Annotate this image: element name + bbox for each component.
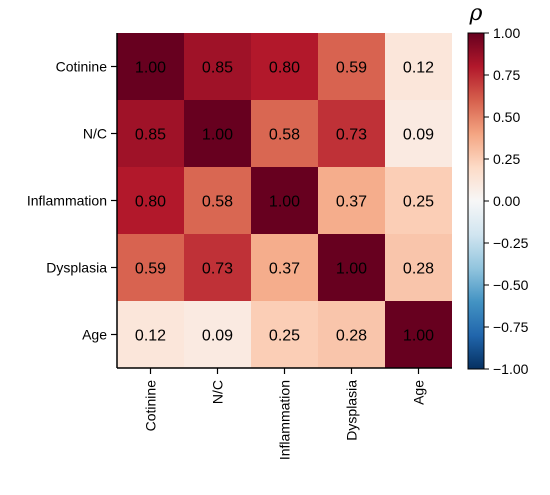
heatmap-cell-3-2: [251, 234, 318, 301]
colorbar: 1.00 0.75 0.50 0.25 0.00 −0.25 −0.50 −0.75 −1.00…: [467, 1, 529, 377]
heatmap-cell-label-0-0: 1.00: [135, 60, 166, 77]
heatmap-cell-0-2: [251, 33, 318, 100]
heatmap-cell-1-3: [318, 100, 385, 167]
heatmap-cell-label-3-0: 0.59: [135, 261, 166, 278]
heatmap-cells: [117, 33, 452, 368]
colorbar-gradient: [467, 32, 485, 370]
heatmap-cell-label-2-3: 0.37: [336, 194, 367, 211]
y-tick-label-4: Age: [82, 327, 107, 343]
heatmap-cell-label-1-4: 0.09: [403, 127, 434, 144]
x-tick-label-3: Dysplasia: [344, 380, 360, 441]
colorbar-tick-label-0: 1.00: [493, 25, 520, 41]
x-tick-label-0: Cotinine: [143, 380, 159, 432]
heatmap-cell-4-0: [117, 301, 184, 368]
heatmap-cell-0-1: [184, 33, 251, 100]
y-tick-label-3: Dysplasia: [46, 260, 107, 276]
colorbar-tick-label-6: −0.50: [493, 277, 529, 293]
heatmap-cell-label-2-2: 1.00: [269, 194, 300, 211]
heatmap-cell-label-0-4: 0.12: [403, 60, 434, 77]
heatmap-cell-label-0-2: 0.80: [269, 60, 300, 77]
heatmap-cell-label-3-1: 0.73: [202, 261, 233, 278]
heatmap-cell-0-4: [385, 33, 452, 100]
y-tick-label-1: N/C: [83, 126, 107, 142]
heatmap-cell-4-2: [251, 301, 318, 368]
y-tick-label-0: Cotinine: [56, 59, 108, 75]
heatmap-cell-label-3-4: 0.28: [403, 261, 434, 278]
heatmap-cell-label-4-0: 0.12: [135, 328, 166, 345]
heatmap-cell-3-1: [184, 234, 251, 301]
x-tick-label-4: Age: [411, 380, 427, 405]
heatmap-cell-1-2: [251, 100, 318, 167]
heatmap-cell-label-0-3: 0.59: [336, 60, 367, 77]
heatmap-cell-label-1-0: 0.85: [135, 127, 166, 144]
heatmap-cell-label-3-2: 0.37: [269, 261, 300, 278]
x-tick-label-1: N/C: [210, 380, 226, 404]
heatmap-cell-value-labels: 1.00 0.85 0.80 0.59 0.12 0.85 1.00 0.58 0.73 0.09…: [135, 60, 434, 345]
heatmap-cell-2-1: [184, 167, 251, 234]
colorbar-title: ρ: [469, 1, 483, 26]
heatmap-cell-2-3: [318, 167, 385, 234]
heatmap-cell-4-4: [385, 301, 452, 368]
heatmap-cell-label-2-0: 0.80: [135, 194, 166, 211]
heatmap-cell-label-4-1: 0.09: [202, 328, 233, 345]
heatmap-cell-4-1: [184, 301, 251, 368]
colorbar-tick-label-3: 0.25: [493, 151, 520, 167]
x-tick-label-2: Inflammation: [277, 380, 293, 460]
heatmap-cell-label-4-4: 1.00: [403, 328, 434, 345]
heatmap-axes: Cotinine N/C Inflammation Dysplasia Age Cotin…: [27, 33, 452, 460]
colorbar-tick-label-8: −1.00: [493, 361, 529, 377]
heatmap-cell-1-1: [184, 100, 251, 167]
colorbar-tick-label-5: −0.25: [493, 235, 529, 251]
colorbar-tick-label-1: 0.75: [493, 67, 520, 83]
heatmap-cell-3-0: [117, 234, 184, 301]
colorbar-tick-label-4: 0.00: [493, 193, 520, 209]
heatmap-cell-2-2: [251, 167, 318, 234]
y-tick-label-2: Inflammation: [27, 193, 107, 209]
heatmap-cell-label-1-2: 0.58: [269, 127, 300, 144]
heatmap-cell-label-4-3: 0.28: [336, 328, 367, 345]
colorbar-tick-label-2: 0.50: [493, 109, 520, 125]
heatmap-cell-label-2-1: 0.58: [202, 194, 233, 211]
colorbar-tick-label-7: −0.75: [493, 319, 529, 335]
heatmap-cell-2-4: [385, 167, 452, 234]
heatmap-cell-1-4: [385, 100, 452, 167]
heatmap-cell-3-4: [385, 234, 452, 301]
heatmap-cell-label-2-4: 0.25: [403, 194, 434, 211]
heatmap-cell-label-1-3: 0.73: [336, 127, 367, 144]
heatmap-cell-0-0: [117, 33, 184, 100]
heatmap-cell-label-1-1: 1.00: [202, 127, 233, 144]
heatmap-cell-2-0: [117, 167, 184, 234]
heatmap-cell-label-0-1: 0.85: [202, 60, 233, 77]
heatmap-cell-4-3: [318, 301, 385, 368]
heatmap-cell-label-3-3: 1.00: [336, 261, 367, 278]
heatmap-cell-label-4-2: 0.25: [269, 328, 300, 345]
heatmap-cell-1-0: [117, 100, 184, 167]
heatmap-cell-0-3: [318, 33, 385, 100]
heatmap-cell-3-3: [318, 234, 385, 301]
